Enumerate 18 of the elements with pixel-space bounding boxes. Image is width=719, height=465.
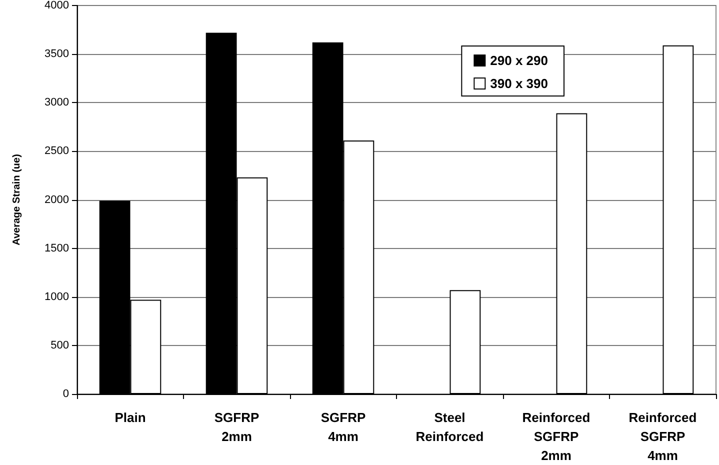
- y-tick-label: 1500: [44, 242, 69, 254]
- y-tick-label: 1000: [44, 290, 69, 303]
- y-tick-label: 3500: [44, 48, 69, 60]
- y-tick-label: 2000: [44, 194, 69, 206]
- y-tick-label: 500: [50, 339, 69, 352]
- y-tick-label: 3000: [44, 96, 69, 109]
- x-tick-label: Plain: [114, 410, 146, 425]
- y-axis-title: Average Strain (ue): [12, 154, 22, 246]
- y-tick-label: 2500: [44, 145, 69, 158]
- x-tick-label: SGFRP 2mm: [214, 410, 260, 444]
- y-tick-label: 0: [62, 388, 69, 400]
- x-tick-label: Reinforced SGFRP 4mm: [628, 410, 697, 463]
- legend-label: 290 x 290: [490, 53, 548, 68]
- x-tick-label: Steel Reinforced: [416, 410, 484, 444]
- y-tick-label: 4000: [44, 0, 69, 12]
- x-tick-label: Reinforced SGFRP 2mm: [522, 410, 590, 463]
- legend-label: 390 x 390: [490, 76, 548, 91]
- x-tick-label: SGFRP 4mm: [320, 410, 366, 444]
